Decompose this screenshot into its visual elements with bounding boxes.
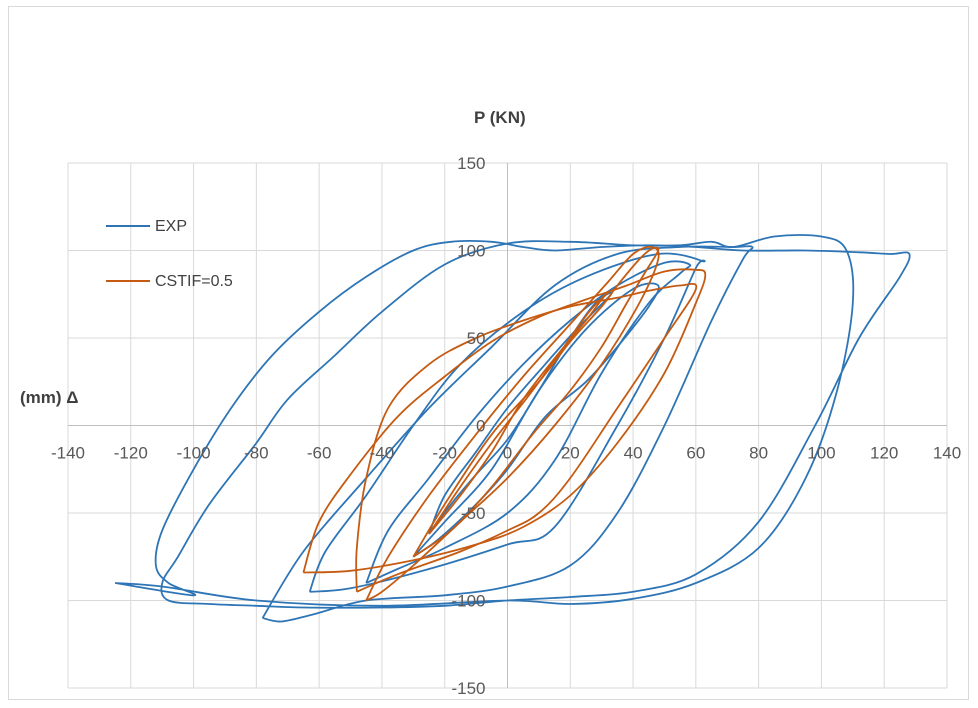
y-tick-labels: -150 -100 -50 0 50 100 150	[451, 154, 485, 698]
series-exp-loop-6	[114, 234, 911, 609]
x-tick-label: 140	[933, 444, 961, 463]
x-tick-label: -100	[177, 444, 211, 463]
x-tick-label: 80	[749, 444, 768, 463]
x-tick-label: -20	[432, 444, 457, 463]
series-cstif-loop-5	[355, 282, 698, 593]
series-exp	[114, 234, 911, 623]
x-tick-label: 40	[624, 444, 643, 463]
x-tick-label: -120	[114, 444, 148, 463]
x-tick-label: 0	[503, 444, 512, 463]
y-tick-label: 50	[467, 329, 486, 348]
legend-label-exp: EXP	[155, 218, 187, 235]
x-tick-label: 60	[686, 444, 705, 463]
y-tick-label: 0	[476, 417, 485, 436]
series-exp-loop-5	[261, 245, 754, 623]
series-exp-loop-4	[308, 252, 706, 593]
x-tick-label: -140	[51, 444, 85, 463]
chart-frame	[8, 6, 969, 700]
x-tick-label: 100	[807, 444, 835, 463]
x-tick-label: 120	[870, 444, 898, 463]
x-axis-title: (mm) Δ	[20, 388, 79, 407]
legend: EXP CSTIF=0.5	[106, 218, 233, 290]
series-cstif	[302, 245, 707, 602]
series-exp-loop-3	[365, 260, 692, 584]
legend-label-cstif: CSTIF=0.5	[155, 273, 233, 290]
y-tick-label: -150	[451, 679, 485, 698]
series-layer	[114, 234, 911, 623]
x-tick-labels: -140 -120 -100 -80 -60 -40 -20 0 20 40 60 80 100 120 1…	[51, 444, 961, 463]
x-tick-label: -80	[244, 444, 269, 463]
series-cstif-loop-3	[365, 245, 660, 602]
series-cstif-loop-4	[302, 268, 707, 574]
y-axis-title: P (KN)	[474, 108, 526, 127]
series-exp-loop-1	[428, 291, 613, 535]
x-tick-label: 20	[561, 444, 580, 463]
series-cstif-loop-1	[428, 291, 610, 535]
y-tick-label: -50	[461, 504, 486, 523]
y-tick-label: 150	[457, 154, 485, 173]
x-tick-label: -60	[307, 444, 332, 463]
x-tick-label: -40	[370, 444, 395, 463]
y-tick-label: 100	[457, 242, 485, 261]
y-tick-label: -100	[451, 592, 485, 611]
